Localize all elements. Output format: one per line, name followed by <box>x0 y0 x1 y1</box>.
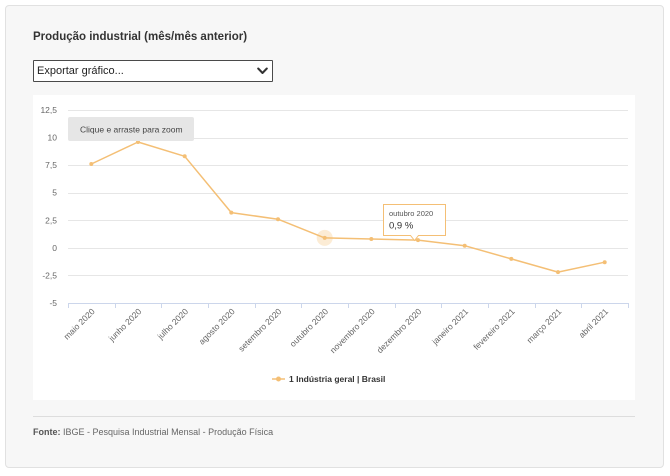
data-point-janeiro-2021[interactable] <box>462 243 467 248</box>
legend[interactable]: 1 Indústria geral | Brasil <box>272 374 385 384</box>
y-tick-label-0: 0 <box>52 243 57 253</box>
tooltip-category: outubro 2020 <box>389 209 433 218</box>
data-point-abril-2021[interactable] <box>602 260 607 265</box>
chevron-down-icon[interactable] <box>257 67 268 75</box>
x-tick-label-novembro-2020: novembro 2020 <box>328 306 377 355</box>
x-tick-label-janeiro-2021: janeiro 2021 <box>429 306 470 347</box>
y-tick-label-2-5: 2,5 <box>45 215 57 225</box>
data-point-maio-2020[interactable] <box>89 162 94 166</box>
y-tick-label-5: 5 <box>52 188 57 198</box>
x-tick-label-outubro-2020: outubro 2020 <box>288 306 331 349</box>
zoom-hint: Clique e arraste para zoom <box>68 117 194 141</box>
data-point-julho-2020[interactable] <box>182 154 187 159</box>
y-tick-label-7-5: 7,5 <box>45 160 57 170</box>
export-chart-select[interactable]: Exportar gráfico... <box>33 60 273 82</box>
zoom-hint-text: Clique e arraste para zoom <box>80 125 183 135</box>
data-point-novembro-2020[interactable] <box>369 237 374 241</box>
x-tick-label-julho-2020: julho 2020 <box>155 306 191 342</box>
tooltip-box <box>383 204 446 242</box>
x-tick-label-abril-2021: abril 2021 <box>577 306 611 340</box>
line-chart-plot[interactable]: -5 -2,5 0 2,5 5 7,5 10 12,5 maio 2020 junho 2020… <box>33 95 635 400</box>
legend-item-label[interactable]: 1 Indústria geral | Brasil <box>289 374 385 384</box>
series-line-1-industria-geral-brasil[interactable] <box>90 141 605 273</box>
footer-divider <box>33 416 635 417</box>
source-note: Fonte: IBGE - Pesquisa Industrial Mensal… <box>33 427 273 438</box>
x-tick-label-dezembro-2020: dezembro 2020 <box>375 306 424 355</box>
chart-title: Produção industrial (mês/mês anterior) <box>33 31 248 43</box>
data-point-fevereiro-2021[interactable] <box>509 256 514 261</box>
x-tick-label-setembro-2020: setembro 2020 <box>236 306 283 353</box>
x-tick-label-fevereiro-2021: fevereiro 2021 <box>471 306 517 352</box>
tooltip-value: 0,9 % <box>389 221 414 232</box>
series-group[interactable] <box>89 140 607 275</box>
x-tick-label-marco-2021: março 2021 <box>525 306 564 345</box>
source-text: IBGE - Pesquisa Industrial Mensal - Prod… <box>63 427 274 437</box>
tooltip: outubro 2020 0,9 % <box>383 204 446 242</box>
y-tick-label-minus-2-5: -2,5 <box>42 270 57 280</box>
data-point-dezembro-2020[interactable] <box>416 238 420 243</box>
y-tick-label-minus-5: -5 <box>49 298 57 308</box>
legend-marker-symbol <box>276 376 281 382</box>
data-point-outubro-2020[interactable] <box>322 235 327 240</box>
y-axis-labels: -5 -2,5 0 2,5 5 7,5 10 12,5 <box>40 105 57 308</box>
data-point-marco-2021[interactable] <box>556 270 560 275</box>
source-label: Fonte: <box>33 427 61 437</box>
x-tick-label-maio-2020: maio 2020 <box>62 306 97 341</box>
export-chart-select-value: Exportar gráfico... <box>37 65 124 77</box>
x-tick-label-junho-2020: junho 2020 <box>106 306 144 344</box>
x-tick-label-agosto-2020: agosto 2020 <box>197 306 237 346</box>
chart-container[interactable]: -5 -2,5 0 2,5 5 7,5 10 12,5 maio 2020 junho 2020… <box>33 95 635 400</box>
data-point-agosto-2020[interactable] <box>229 210 234 215</box>
x-axis: maio 2020 junho 2020 julho 2020 agosto 2020… <box>62 303 629 355</box>
data-point-setembro-2020[interactable] <box>276 217 280 222</box>
y-tick-label-12-5: 12,5 <box>40 105 57 115</box>
y-tick-label-10: 10 <box>48 133 58 143</box>
zoom-hint-box <box>68 117 194 141</box>
